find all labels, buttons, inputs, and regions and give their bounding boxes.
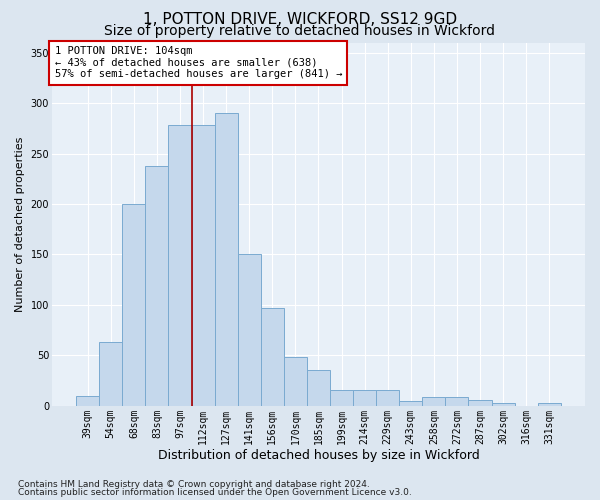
Bar [238, 254, 261, 406]
Text: 1, POTTON DRIVE, WICKFORD, SS12 9GD: 1, POTTON DRIVE, WICKFORD, SS12 9GD [143, 12, 457, 28]
Text: Contains HM Land Registry data © Crown copyright and database right 2024.: Contains HM Land Registry data © Crown c… [18, 480, 370, 489]
Bar [215, 113, 238, 406]
Bar [76, 396, 99, 406]
Bar [145, 166, 169, 406]
Bar [169, 126, 191, 406]
Bar [261, 308, 284, 406]
Bar [422, 397, 445, 406]
Text: Size of property relative to detached houses in Wickford: Size of property relative to detached ho… [104, 24, 496, 38]
Bar [191, 126, 215, 406]
Bar [330, 390, 353, 406]
Bar [353, 390, 376, 406]
Y-axis label: Number of detached properties: Number of detached properties [15, 136, 25, 312]
Bar [284, 358, 307, 406]
Text: 1 POTTON DRIVE: 104sqm
← 43% of detached houses are smaller (638)
57% of semi-de: 1 POTTON DRIVE: 104sqm ← 43% of detached… [55, 46, 342, 80]
X-axis label: Distribution of detached houses by size in Wickford: Distribution of detached houses by size … [158, 450, 479, 462]
Bar [491, 403, 515, 406]
Bar [376, 390, 399, 406]
Bar [469, 400, 491, 406]
Bar [399, 401, 422, 406]
Bar [99, 342, 122, 406]
Bar [122, 204, 145, 406]
Bar [307, 370, 330, 406]
Bar [538, 403, 561, 406]
Text: Contains public sector information licensed under the Open Government Licence v3: Contains public sector information licen… [18, 488, 412, 497]
Bar [445, 397, 469, 406]
